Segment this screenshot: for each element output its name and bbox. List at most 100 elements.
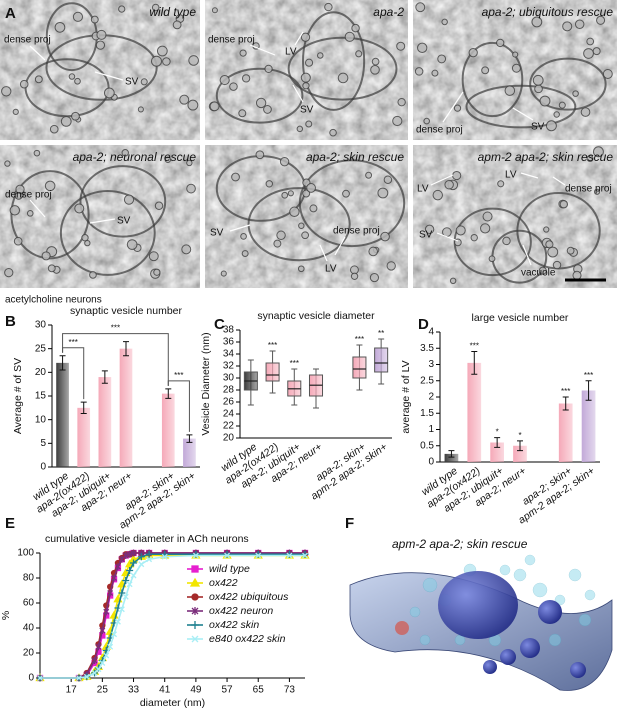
vesicle [156, 45, 168, 57]
vesicle [121, 149, 129, 157]
error-bar [101, 370, 108, 384]
em-title: apa-2 [373, 5, 404, 19]
bar [444, 453, 459, 462]
vesicle [281, 191, 289, 199]
y-tick-label: 30 [35, 320, 47, 331]
marker [126, 581, 133, 588]
em-label: dense proj [565, 184, 612, 195]
em-image: apm-2 apa-2; skin rescue LV LV dense proj SV… [413, 145, 617, 288]
vesicle [209, 101, 220, 112]
y-axis-label: average # of LV [400, 360, 412, 433]
marker [285, 550, 293, 558]
vesicle [74, 203, 85, 214]
vesicle [543, 226, 550, 233]
x-tick-label: 33 [128, 685, 140, 696]
em-label: LV [505, 170, 517, 181]
bar [56, 362, 69, 467]
panel-letter: A [5, 5, 16, 22]
vesicle [4, 267, 14, 278]
membrane [79, 165, 167, 238]
em-label: LV [417, 184, 429, 195]
significance: ** [378, 329, 384, 338]
y-tick-label: 4 [428, 327, 434, 338]
panel-letter: D [418, 316, 429, 333]
panel-letter: C [214, 316, 225, 333]
vesicle [12, 108, 19, 116]
marker [189, 577, 201, 587]
leader-line [29, 199, 46, 218]
vesicle [593, 188, 601, 195]
chart-title: large vesicle number [472, 312, 569, 324]
vesicle [49, 124, 59, 134]
vesicle [95, 40, 106, 50]
box [374, 347, 389, 373]
em-background [413, 145, 617, 288]
vesicle [137, 106, 144, 113]
vesicle [344, 31, 355, 42]
vesicle [370, 65, 380, 75]
vesicle [301, 231, 310, 240]
panel-letter: F [345, 515, 354, 532]
vesicle [162, 57, 171, 66]
vesicle [417, 42, 428, 54]
y-tick-label: 1.5 [420, 408, 434, 419]
vesicle [9, 205, 21, 216]
vesicle [431, 69, 439, 77]
large-vesicle [483, 660, 497, 674]
vesicle [90, 15, 99, 24]
x-tick-label: 17 [66, 685, 78, 696]
marker [192, 550, 200, 558]
em-label: SV [210, 228, 224, 239]
em-label: dense proj [4, 35, 51, 46]
vesicle [300, 32, 311, 42]
significance: *** [290, 359, 299, 368]
box [352, 356, 367, 379]
vesicle [276, 230, 286, 241]
vesicle [123, 194, 135, 205]
vesicle [238, 109, 247, 118]
y-tick-label: 15 [35, 391, 47, 402]
y-tick-label: 2 [428, 392, 434, 403]
vesicle [592, 146, 604, 158]
y-tick-label: 22 [223, 421, 235, 432]
vesicle [306, 183, 316, 193]
vesicle [572, 270, 582, 280]
marker [130, 572, 137, 579]
marker [114, 563, 121, 571]
vesicle [188, 55, 199, 66]
vesicle [371, 57, 380, 66]
marker [301, 550, 309, 558]
chart-title: synaptic vesicle diameter [257, 310, 375, 322]
legend-label: ox422 [209, 577, 238, 589]
membrane [59, 189, 156, 276]
vesicle [305, 58, 314, 67]
y-tick-label: 0 [40, 462, 46, 473]
vesicle [263, 105, 272, 114]
y-tick-label: 0.5 [420, 440, 434, 451]
vesicle [255, 97, 267, 109]
vesicle [531, 16, 543, 28]
marker [76, 675, 82, 681]
vesicle [350, 272, 359, 280]
significance: *** [561, 387, 570, 396]
vesicle [255, 150, 265, 160]
significance: * [496, 428, 499, 437]
vesicle [103, 87, 115, 99]
y-tick-label: 32 [223, 361, 235, 372]
vesicle [181, 244, 192, 255]
vesicle [539, 95, 551, 107]
marker [224, 552, 231, 559]
x-tick-label: 25 [97, 685, 109, 696]
vesicle [186, 159, 193, 167]
y-axis-label: Vesicle Diameter (nm) [200, 332, 212, 435]
vesicle [118, 5, 126, 13]
vesicle [34, 75, 43, 84]
vesicle [84, 239, 91, 247]
em-label: dense proj [416, 125, 463, 136]
vesicle [383, 175, 393, 184]
vesicle [302, 82, 310, 90]
vesicle [480, 223, 491, 234]
vesicle [172, 20, 182, 30]
marker [286, 552, 293, 559]
vesicle [558, 101, 566, 109]
